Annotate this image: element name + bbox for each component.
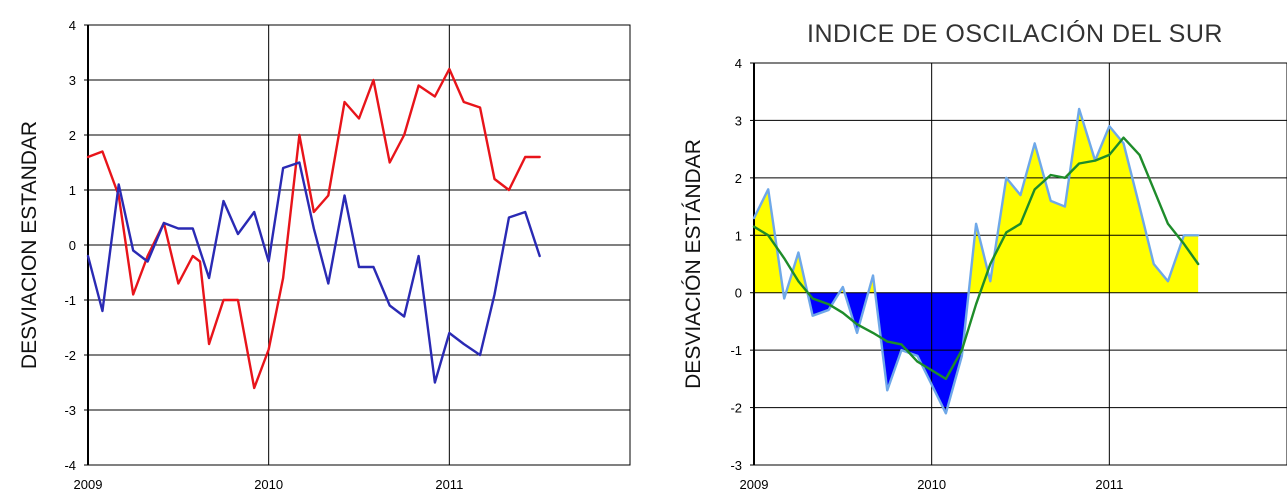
series-line-2 — [86, 161, 541, 384]
x-tick-label: 2009 — [740, 477, 769, 492]
x-tick-label: 2010 — [254, 477, 283, 492]
x-tick-label: 2011 — [435, 477, 463, 492]
y-tick-label: -2 — [64, 348, 76, 363]
y-tick-label: 0 — [735, 286, 742, 301]
area-negative-fill — [783, 292, 969, 414]
series-line-1 — [86, 67, 541, 390]
area-positive-fill — [754, 108, 1199, 293]
y-tick-label: -4 — [64, 458, 76, 473]
y-tick-label: 3 — [69, 73, 76, 88]
y-axis-label: DESVIACIÓN ESTÁNDAR — [682, 139, 705, 389]
x-tick-label: 2010 — [917, 477, 946, 492]
series-line-2 — [752, 136, 1200, 381]
y-tick-label: 0 — [69, 238, 76, 253]
y-tick-label: 4 — [735, 56, 742, 71]
series-line-1 — [752, 107, 1200, 415]
y-tick-label: 1 — [69, 183, 76, 198]
y-tick-label: 2 — [69, 128, 76, 143]
x-tick-label: 2009 — [74, 477, 103, 492]
y-tick-label: 3 — [735, 113, 742, 128]
y-tick-label: -3 — [64, 403, 76, 418]
chart-title: INDICE DE OSCILACIÓN DEL SUR — [807, 19, 1223, 48]
y-axis-label: DESVIACION ESTANDAR — [18, 121, 41, 369]
y-tick-label: -1 — [730, 343, 742, 358]
y-tick-label: -2 — [730, 401, 742, 416]
y-tick-label: -1 — [64, 293, 76, 308]
chart-left: 4 3 2 1 0 -1 -2 -3 -4 2009 2010 2011 DESVIACION ESTA… — [18, 18, 631, 492]
y-tick-label: 4 — [69, 18, 76, 33]
x-tick-label: 2011 — [1095, 477, 1123, 492]
y-tick-label: 2 — [735, 171, 742, 186]
y-tick-label: -3 — [730, 458, 742, 473]
y-tick-label: 1 — [735, 228, 742, 243]
